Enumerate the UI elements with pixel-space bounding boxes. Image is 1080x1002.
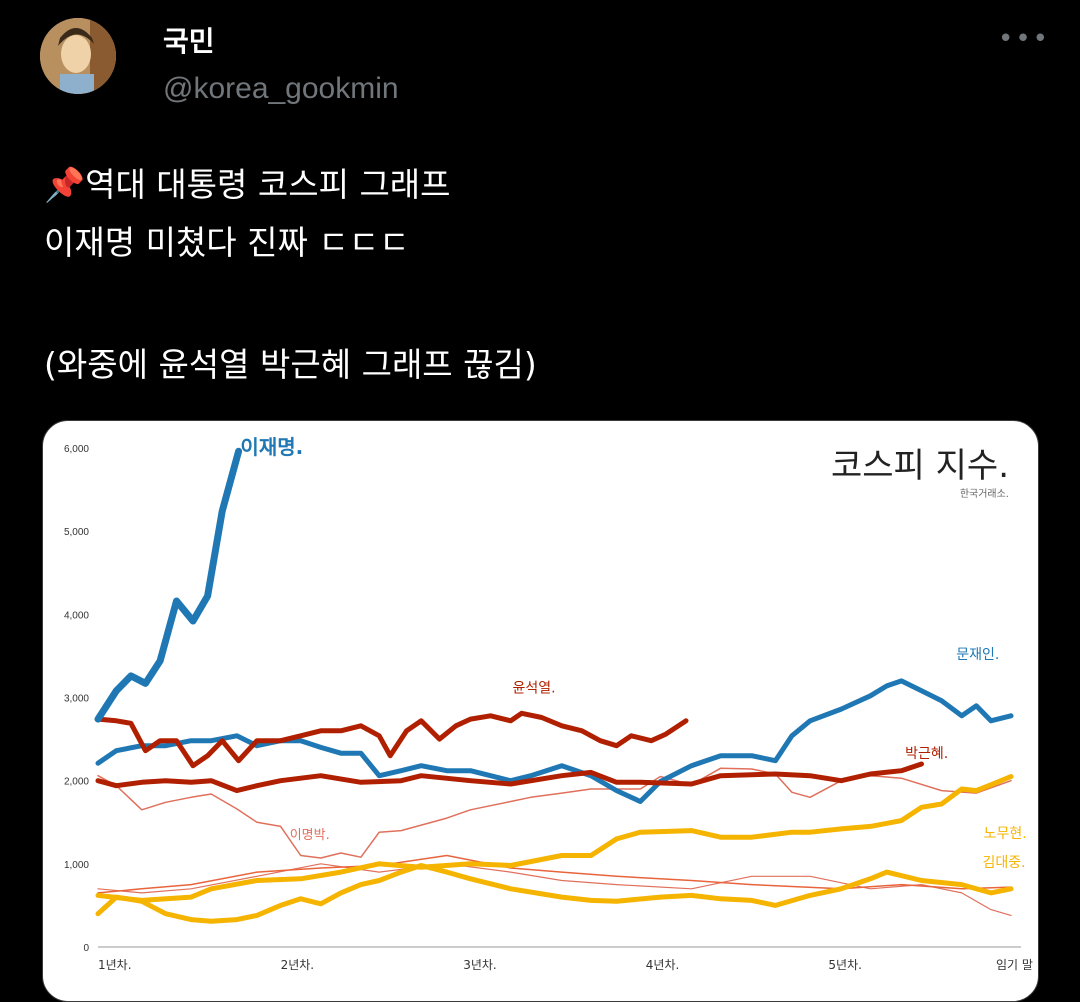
author-handle[interactable]: @korea_gookmin — [163, 72, 399, 105]
series-line-이재명 — [94, 447, 243, 723]
x-tick-label: 1년차. — [98, 958, 132, 972]
x-tick-label: 4년차. — [646, 958, 680, 972]
post-text: 역대 대통령 코스피 그래프 — [85, 165, 451, 204]
y-tick-label: 3,000 — [64, 694, 89, 705]
series-line-노무현 — [95, 774, 1014, 903]
series-label: 박근혜. — [905, 746, 948, 762]
post-line-1: 📌역대 대통령 코스피 그래프 — [44, 158, 451, 206]
avatar[interactable] — [40, 18, 116, 94]
series-line-윤석열 — [95, 710, 689, 769]
x-tick-label: 5년차. — [828, 958, 862, 972]
series-label: 이재명. — [240, 435, 303, 459]
y-tick-label: 4,000 — [64, 610, 89, 621]
series-line-unlabeled — [97, 854, 1012, 894]
series-label: 윤석열. — [513, 681, 556, 697]
y-tick-label: 0 — [83, 943, 89, 954]
series-line-박근혜 — [95, 761, 924, 794]
chart-title: 코스피 지수. — [831, 446, 1009, 486]
y-tick-label: 2,000 — [64, 777, 89, 788]
x-tick-label: 3년차. — [463, 958, 497, 972]
series-label: 문재인. — [956, 647, 999, 663]
x-tick-label: 임기 말 — [996, 958, 1033, 972]
series-label: 노무현. — [984, 826, 1027, 842]
chart-image[interactable]: 코스피 지수. 한국거래소. 0 1,000 2,000 3,000 4,000 5,00… — [42, 420, 1039, 1002]
more-dots-icon[interactable]: ••• — [998, 24, 1051, 54]
chart-source: 한국거래소. — [960, 488, 1009, 500]
kospi-line-chart: 코스피 지수. 한국거래소. 0 1,000 2,000 3,000 4,000 5,00… — [64, 435, 1033, 972]
series-label: 김대중. — [983, 855, 1026, 871]
post-line-3: (와중에 윤석열 박근혜 그래프 끊김) — [44, 345, 537, 384]
series-label: 이명박. — [290, 828, 330, 843]
y-tick-label: 1,000 — [64, 860, 89, 871]
author-name[interactable]: 국민 — [163, 25, 215, 58]
x-tick-label: 2년차. — [281, 958, 315, 972]
post-line-2: 이재명 미쳤다 진짜 ㄷㄷㄷ — [44, 223, 410, 262]
series-line-문재인 — [95, 678, 1014, 804]
pushpin-icon: 📌 — [44, 165, 86, 204]
y-tick-label: 6,000 — [64, 444, 89, 455]
series-line-이명박 — [97, 767, 1012, 859]
avatar-cartoon-man-icon — [40, 18, 116, 94]
series-line-김대중 — [95, 863, 1014, 924]
y-tick-label: 5,000 — [64, 527, 89, 538]
